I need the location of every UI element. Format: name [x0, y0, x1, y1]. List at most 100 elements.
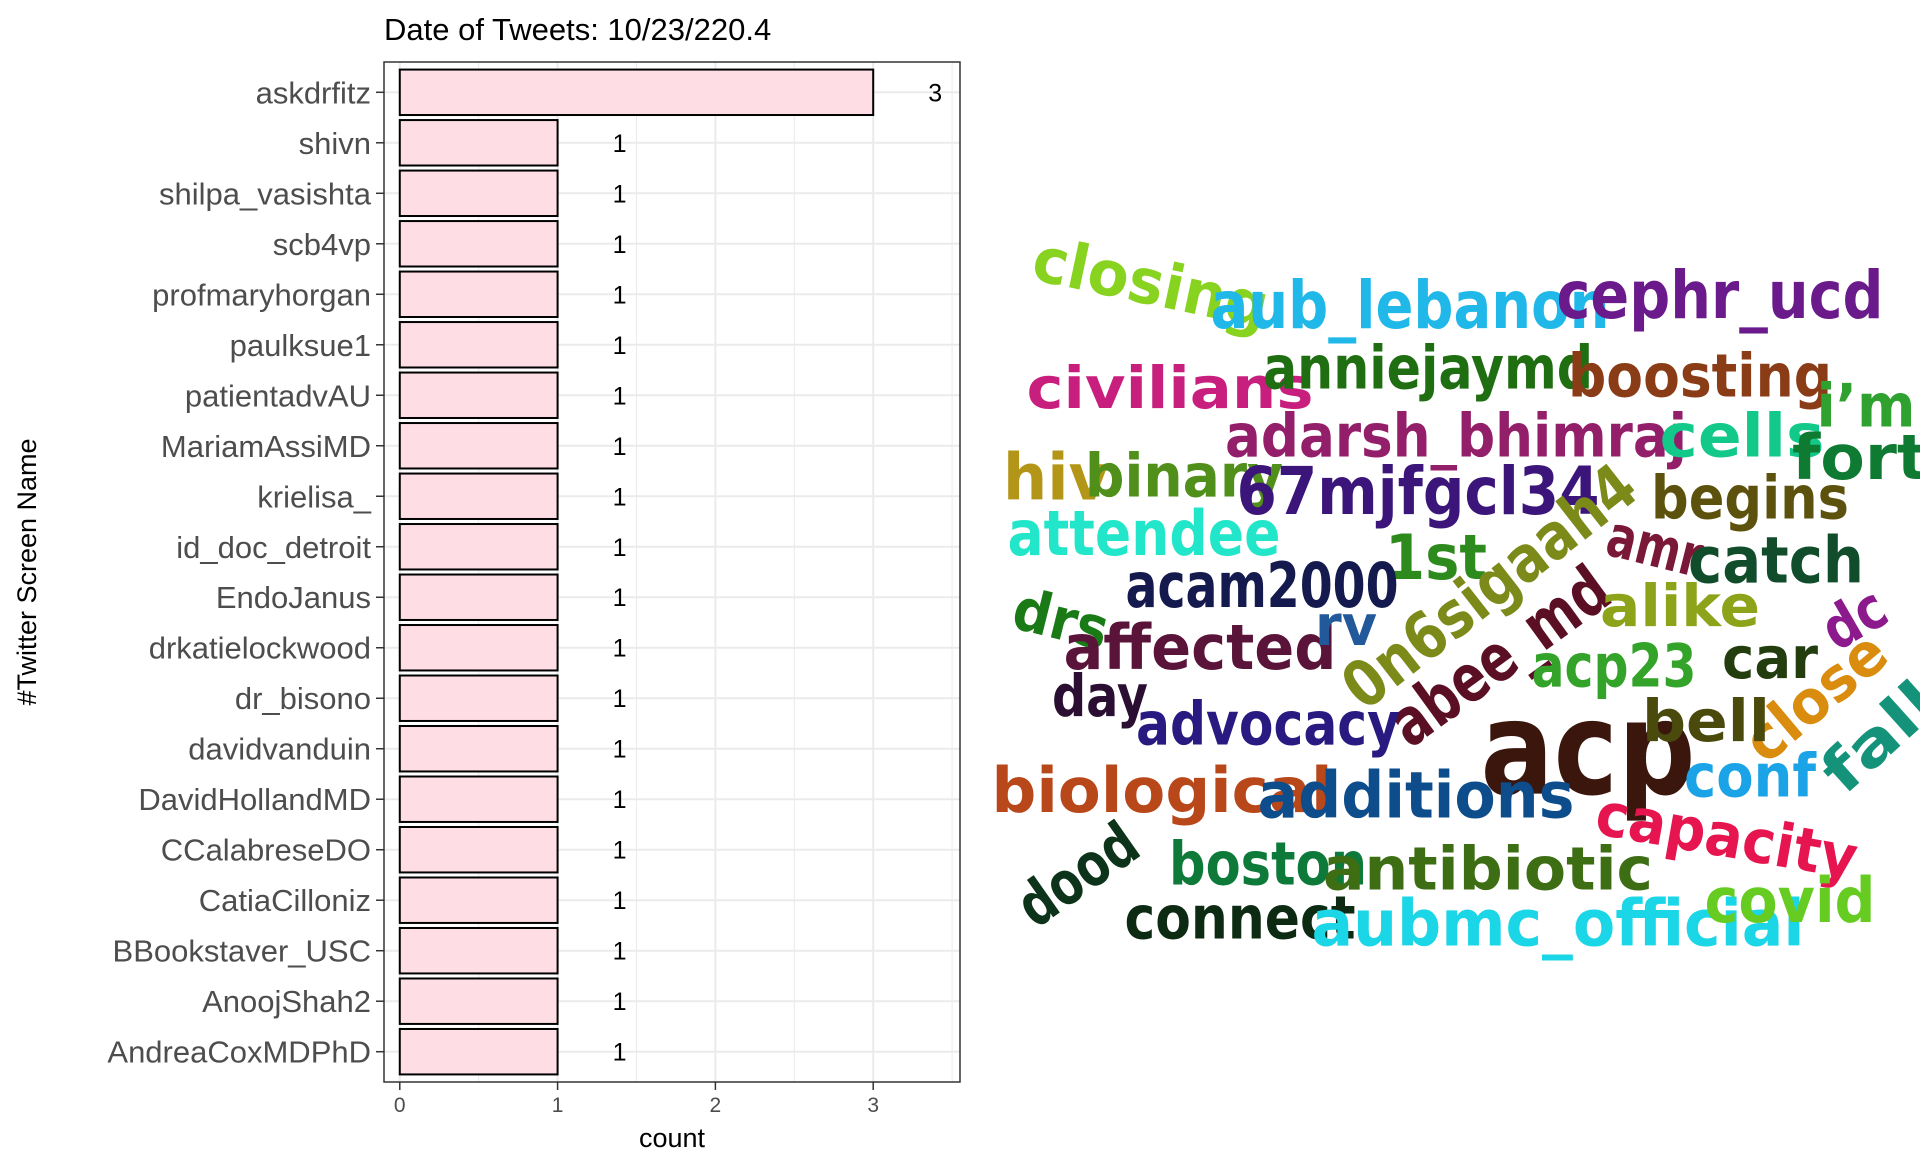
bar	[398, 826, 559, 874]
bar-value-label: 1	[613, 231, 627, 259]
y-tick-label: profmaryhorgan	[152, 277, 371, 312]
bar-value-label: 1	[613, 988, 627, 1016]
bar	[398, 270, 559, 318]
x-axis-label: count	[639, 1123, 706, 1152]
cloud-word: attendee	[1008, 497, 1281, 570]
cloud-word: boston	[1169, 830, 1367, 900]
y-tick-label: BBookstaver_USC	[113, 934, 371, 969]
cloud-word: affected	[1064, 611, 1337, 684]
y-tick-label: AndreaCoxMDPhD	[107, 1035, 371, 1070]
value-labels: 3 1 1 1 1 1 1 1 1 1 1 1 1 1 1 1 1 1 1 1	[613, 79, 943, 1066]
x-tick-label: 2	[710, 1094, 722, 1117]
y-tick-label: askdrfitz	[256, 75, 371, 110]
bar	[398, 725, 559, 773]
bar-value-label: 1	[613, 483, 627, 511]
bar-value-label: 1	[613, 584, 627, 612]
y-tick-label: dr_bisono	[235, 681, 371, 716]
cloud-word: aub_lebanon	[1211, 267, 1610, 344]
bar	[398, 68, 875, 117]
bar-value-label: 1	[613, 433, 627, 461]
bar	[398, 876, 559, 924]
bar-value-label: 1	[613, 130, 627, 158]
cloud-word: 1st	[1385, 521, 1487, 594]
cloud-word: bell	[1642, 687, 1770, 755]
bar-value-label: 1	[613, 887, 627, 915]
cloud-word: cephr_ucd	[1557, 257, 1884, 334]
y-tick-label: patientadvAU	[185, 378, 371, 413]
y-tick-label: drkatielockwood	[149, 631, 371, 666]
bar-value-label: 1	[613, 534, 627, 562]
y-tick-label: paulksue1	[230, 328, 371, 363]
bar-value-label: 1	[613, 382, 627, 410]
bar	[398, 624, 559, 672]
bar-value-label: 3	[928, 79, 942, 107]
bar	[398, 775, 559, 823]
y-tick-label: DavidHollandMD	[138, 782, 371, 817]
bar	[398, 977, 559, 1025]
bar	[398, 220, 559, 268]
bar	[398, 371, 559, 419]
y-tick-label: CatiaCilloniz	[199, 883, 371, 918]
cloud-word: adarsh_bhimraj	[1225, 402, 1687, 472]
bar-value-label: 1	[613, 786, 627, 814]
x-tick-label: 3	[867, 1094, 879, 1117]
bar	[398, 321, 559, 369]
y-tick-label: id_doc_detroit	[176, 530, 371, 565]
bar-value-label: 1	[613, 635, 627, 663]
cloud-word: car	[1722, 624, 1818, 692]
cloud-word: 67mjfgcl34	[1237, 453, 1600, 530]
bar-value-label: 1	[613, 685, 627, 713]
cloud-word: binary	[1085, 442, 1283, 512]
cloud-word: day	[1052, 662, 1148, 730]
cloud-word: civilians	[1027, 354, 1314, 422]
y-axis-label: #Twitter Screen Name	[12, 438, 42, 705]
cloud-word: begins	[1651, 464, 1849, 534]
cloud-word: biological	[992, 754, 1333, 827]
bar-value-label: 1	[613, 736, 627, 764]
y-tick-label: MariamAssiMD	[161, 429, 371, 464]
bar	[398, 472, 559, 520]
y-tick-label: CCalabreseDO	[161, 833, 371, 868]
cloud-word: boosting	[1568, 342, 1832, 412]
cloud-word: catch	[1688, 525, 1864, 599]
cloud-word: cells	[1660, 402, 1825, 472]
bar	[398, 422, 559, 470]
cloud-word: acam2000	[1126, 549, 1399, 622]
cloud-word: connect	[1125, 884, 1356, 954]
bar-chart: Date of Tweets: 10/23/220.4 3 1 1 1 1 1 1 1 1 1 1 1…	[12, 12, 961, 1152]
y-tick-label: scb4vp	[273, 227, 371, 262]
cloud-word: alike	[1600, 572, 1760, 640]
bar-value-label: 1	[613, 837, 627, 865]
x-tick-label: 0	[394, 1094, 406, 1117]
cloud-word: hiv	[1003, 442, 1109, 516]
bar	[398, 926, 559, 975]
bar	[398, 523, 559, 571]
cloud-word: additions	[1258, 760, 1575, 834]
bar-value-label: 1	[613, 281, 627, 309]
chart-title: Date of Tweets: 10/23/220.4	[384, 12, 771, 47]
panel-border	[383, 61, 961, 1083]
cloud-word: advocacy	[1136, 690, 1400, 760]
y-axis: askdrfitz shivn shilpa_vasishta scb4vp profm…	[107, 75, 384, 1070]
cloud-word: rv	[1315, 594, 1377, 659]
cloud-word: acp23	[1532, 632, 1697, 702]
bar	[398, 119, 559, 167]
bar	[398, 169, 559, 218]
y-tick-label: shilpa_vasishta	[159, 176, 372, 211]
bar	[398, 573, 559, 621]
y-tick-label: AnoojShah2	[202, 984, 371, 1019]
x-axis: 0 1 2 3	[394, 1082, 879, 1117]
bar	[398, 1027, 559, 1076]
cloud-word: fort	[1792, 421, 1920, 494]
y-tick-label: krielisa_	[257, 479, 371, 514]
bar-value-label: 1	[613, 332, 627, 360]
y-tick-label: shivn	[299, 126, 371, 161]
bar-value-label: 1	[613, 180, 627, 208]
y-tick-label: EndoJanus	[216, 580, 371, 615]
cloud-word: anniejaymd	[1263, 334, 1593, 404]
cloud-word: antibiotic	[1323, 835, 1653, 905]
bar-value-label: 1	[613, 938, 627, 966]
cloud-word: acp	[1481, 673, 1696, 825]
cloud-word: i’m	[1817, 372, 1916, 442]
